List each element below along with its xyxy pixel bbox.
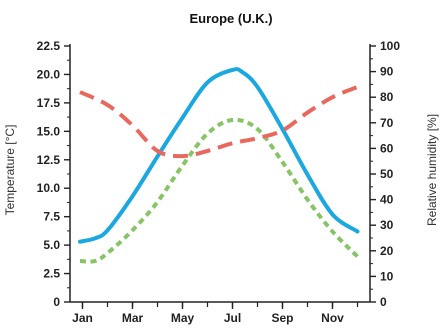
y-left-tick-label: 20.0 — [37, 67, 61, 81]
y-right-tick-label: 70 — [380, 116, 394, 130]
y-right-tick-label: 20 — [380, 244, 394, 258]
y-left-tick-label: 7.5 — [43, 210, 60, 224]
y-axis-right-title: Relative humidity [%] — [425, 114, 439, 226]
y-right-tick-label: 80 — [380, 90, 394, 104]
axes: Jan Mar May Jul Sep Nov 0 2.5 5.0 7.5 10.0 12.5 15.0… — [37, 39, 401, 325]
series-line-humidity — [79, 85, 359, 159]
series-line-temperature-max — [78, 67, 360, 244]
y-right-tick-label: 50 — [380, 167, 394, 181]
chart-title: Europe (U.K.) — [189, 11, 272, 26]
x-tick-label: Nov — [321, 311, 344, 325]
x-tick-label: Jul — [224, 311, 241, 325]
plot-area — [78, 67, 360, 264]
y-left-tick-label: 2.5 — [43, 267, 60, 281]
x-tick-label: Mar — [122, 311, 144, 325]
y-left-tick-label: 0 — [53, 295, 60, 309]
y-right-tick-label: 10 — [380, 269, 394, 283]
y-left-tick-label: 10.0 — [37, 181, 61, 195]
x-tick-label: Sep — [271, 311, 293, 325]
series-line-temperature-min — [79, 117, 359, 264]
x-tick-label: Jan — [72, 311, 93, 325]
y-right-tick-label: 30 — [380, 218, 394, 232]
x-tick-label: May — [171, 311, 195, 325]
y-left-tick-label: 12.5 — [37, 153, 61, 167]
y-axis-left-title: Temperature [°C] — [3, 125, 17, 216]
y-left-tick-label: 22.5 — [37, 39, 61, 53]
y-left-tick-label: 17.5 — [37, 96, 61, 110]
y-right-tick-label: 100 — [380, 39, 400, 53]
y-right-tick-label: 90 — [380, 65, 394, 79]
y-right-tick-label: 60 — [380, 141, 394, 155]
y-left-tick-label: 15.0 — [37, 124, 61, 138]
y-right-tick-label: 0 — [380, 295, 387, 309]
y-right-tick-label: 40 — [380, 193, 394, 207]
y-left-tick-label: 5.0 — [43, 238, 60, 252]
